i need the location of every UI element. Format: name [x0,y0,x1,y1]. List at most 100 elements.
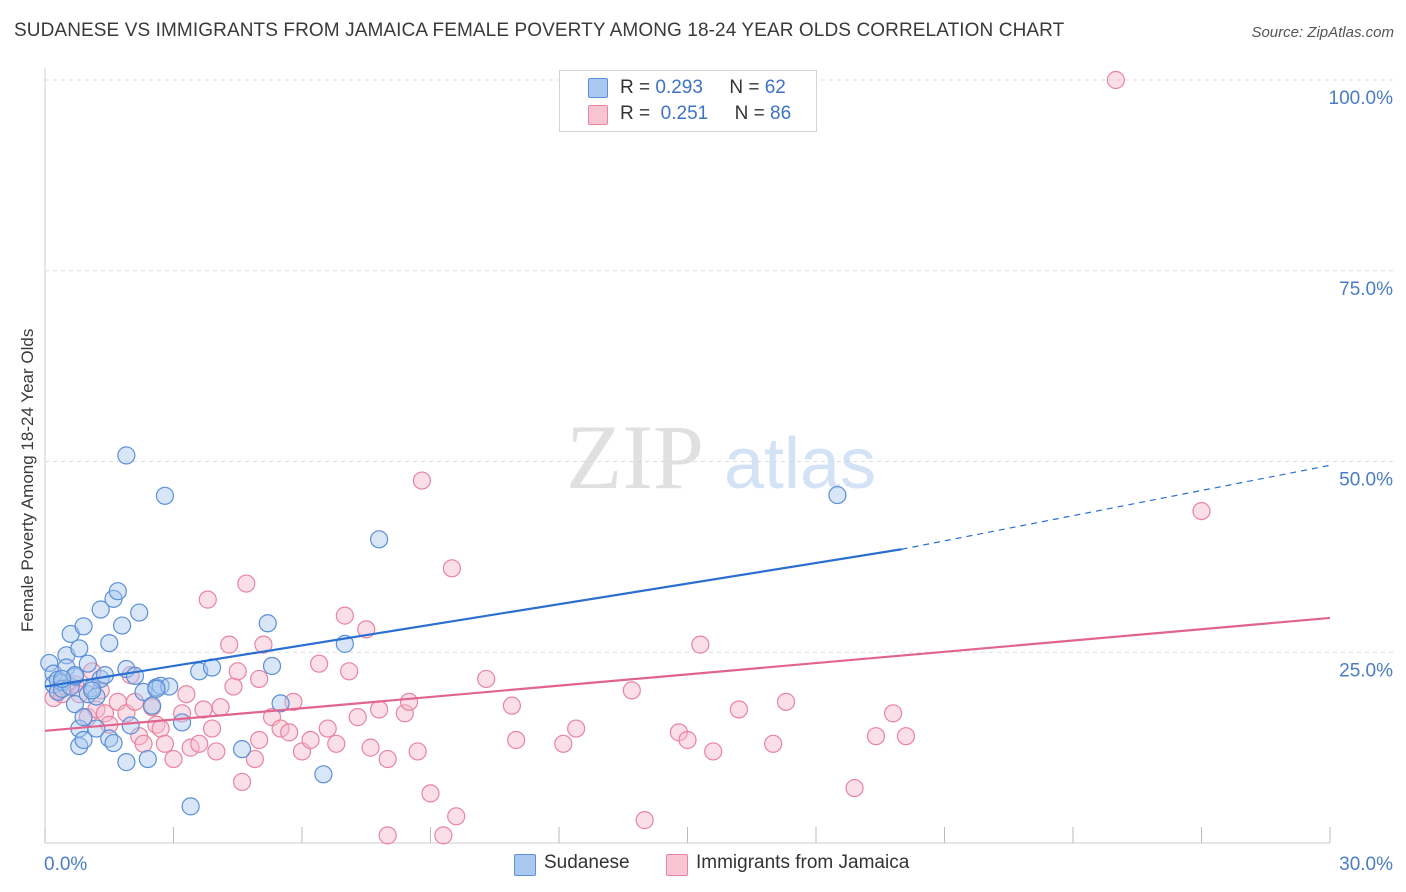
jamaica-point [866,727,886,746]
jamaica-point [399,692,419,711]
jamaica-point [220,635,239,654]
legend-n-label: N = [729,77,760,98]
jamaica-point [310,654,329,673]
tick-labels: 100.0% 75.0% 50.0% 25.0% 0.0% 30.0% [44,88,1393,875]
axes [44,68,1331,844]
jamaica-point [95,704,115,723]
jamaica-point [704,742,723,761]
legend-n-value: 86 [770,103,792,124]
grid-lines [45,79,1395,653]
jamaica-point [211,698,230,717]
jamaica-point [177,685,196,704]
jamaica-point [224,677,243,696]
legend-n-label: N = [734,103,765,124]
sudanese-point [138,749,157,769]
sudanese-trend-line [44,548,902,688]
jamaica-point [764,734,783,753]
jamaica-point [412,471,432,490]
jamaica-point [421,784,440,803]
sudanese-point [117,446,136,465]
sudanese-point [142,696,162,715]
jamaica-point [776,692,796,711]
jamaica-point [729,700,749,719]
sudanese-point [74,730,93,750]
jamaica-point [502,696,521,715]
sudanese-point [117,753,136,772]
bottom-legend-swatch-sudanese [514,854,536,876]
sudanese-point [74,708,93,727]
jamaica-point [271,719,290,738]
jamaica-point [164,749,183,769]
sudanese-point [108,582,127,601]
legend-r-label: R = [620,103,651,124]
watermark-zip: ZIP [566,406,704,508]
legend: R = 0.293 N = 62 R = 0.251 N = 86 [559,70,817,132]
jamaica-point [554,734,573,753]
jamaica-point [361,738,380,757]
jamaica-point [207,742,226,761]
jamaica-point [845,778,864,798]
sudanese-points [40,446,847,816]
sudanese-point [232,740,252,759]
sudanese-point [314,765,333,784]
jamaica-point [190,734,209,753]
jamaica-point [151,719,170,738]
legend-row-jamaica: R = 0.251 N = 86 [620,103,791,125]
sudanese-point [155,486,175,505]
jamaica-point [477,669,496,689]
y-tick-label: 50.0% [1339,470,1393,491]
jamaica-point [434,826,453,845]
legend-r-value: 0.293 [655,77,703,98]
sudanese-point [181,797,200,816]
sudanese-point [78,654,97,673]
legend-r-value: 0.251 [660,103,709,124]
y-tick-label: 25.0% [1339,660,1393,681]
jamaica-point [254,635,273,654]
jamaica-point [447,807,466,826]
chart-title: SUDANESE VS IMMIGRANTS FROM JAMAICA FEMA… [14,20,1065,41]
sudanese-point [104,733,123,753]
legend-row-sudanese: R = 0.293 N = 62 [620,77,786,99]
jamaica-point [1106,70,1125,90]
legend-r-label: R = [620,77,651,98]
watermark-atlas: atlas [724,424,876,504]
sudanese-point [262,656,282,676]
jamaica-point [622,681,641,700]
jamaica-point [348,708,367,727]
sudanese-point [40,653,59,673]
sudanese-point [70,639,89,658]
jamaica-point [691,635,710,654]
jamaica-point [507,730,526,750]
jamaica-trend-line [44,616,1331,732]
jamaica-point [378,749,397,769]
y-tick-label: 75.0% [1339,279,1393,300]
sudanese-point [828,485,847,505]
sudanese-point [370,530,389,549]
sudanese-point [172,713,192,732]
sudanese-point [130,603,149,622]
jamaica-point [327,734,346,753]
jamaica-point [232,772,252,792]
jamaica-point [635,811,654,830]
jamaica-point [442,559,462,578]
sudanese-point [147,679,166,698]
bottom-legend-label-sudanese: Sudanese [544,852,630,873]
legend-swatch-jamaica [588,105,608,125]
jamaica-point [202,719,222,738]
jamaica-point [198,590,217,609]
jamaica-point [237,574,256,593]
x-tick-label: 30.0% [1339,854,1393,875]
source-label: Source: ZipAtlas.com [1251,24,1394,41]
sudanese-point [83,681,102,700]
sudanese-trend-extension [901,464,1331,550]
jamaica-point [181,738,200,757]
jamaica-point [228,662,247,681]
jamaica-point [134,734,153,753]
jamaica-point [335,606,354,625]
jamaica-point [301,730,320,750]
sudanese-point [74,617,93,636]
jamaica-point [395,704,414,723]
jamaica-point [567,719,586,738]
jamaica-point [155,734,175,753]
